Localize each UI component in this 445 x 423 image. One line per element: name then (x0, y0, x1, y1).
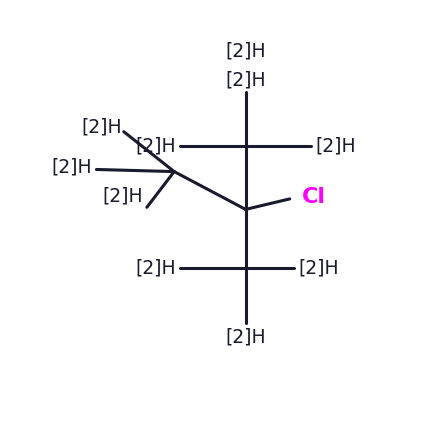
Text: Cl: Cl (302, 187, 326, 207)
Text: [2]H: [2]H (225, 71, 266, 90)
Text: [2]H: [2]H (81, 118, 121, 137)
Text: [2]H: [2]H (315, 137, 356, 156)
Text: [2]H: [2]H (225, 327, 266, 346)
Text: [2]H: [2]H (298, 259, 339, 278)
Text: [2]H: [2]H (136, 259, 176, 278)
Text: [2]H: [2]H (136, 137, 176, 156)
Text: [2]H: [2]H (225, 41, 266, 60)
Text: [2]H: [2]H (102, 186, 143, 205)
Text: [2]H: [2]H (52, 158, 92, 177)
